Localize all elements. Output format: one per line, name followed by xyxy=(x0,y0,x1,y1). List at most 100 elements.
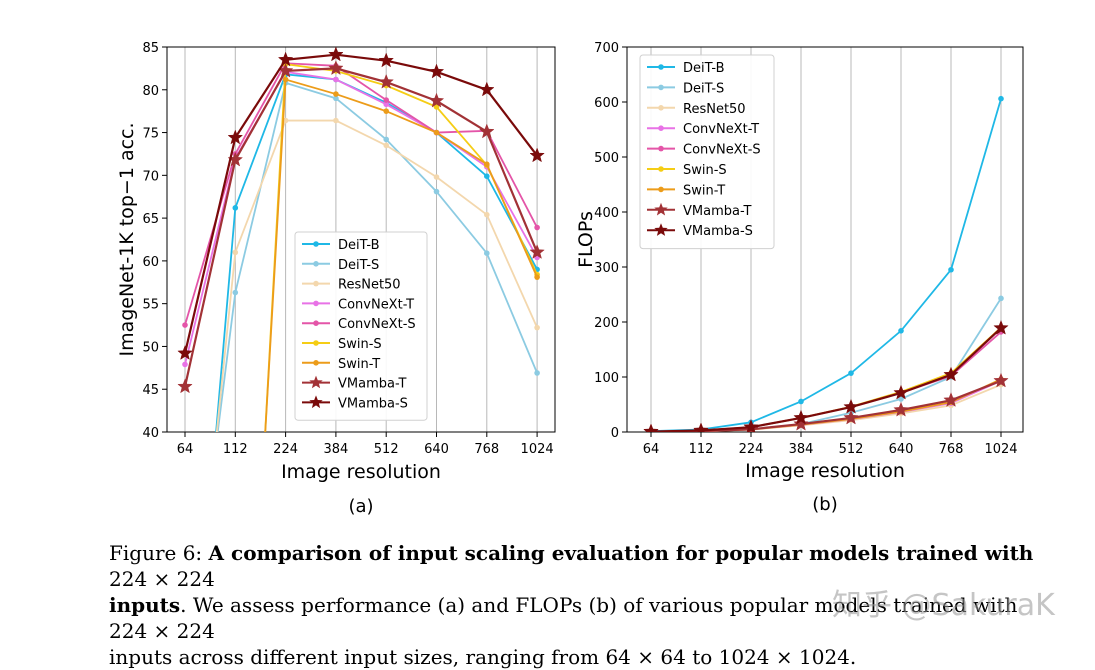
legend-marker-deit-b xyxy=(658,64,664,70)
x-tick-label-64: 64 xyxy=(177,442,194,457)
y-tick-label-50: 50 xyxy=(142,340,159,355)
x-tick-label-512: 512 xyxy=(374,442,399,457)
point-deit-b-384 xyxy=(798,398,804,405)
x-tick-label-112: 112 xyxy=(223,442,248,457)
point-vmamba-t-512 xyxy=(378,73,394,89)
x-tick-label-112: 112 xyxy=(689,442,714,457)
x-tick-label-768: 768 xyxy=(939,442,964,457)
point-deit-s-640 xyxy=(433,188,440,195)
point-vmamba-t-640 xyxy=(428,92,445,108)
y-tick-label-200: 200 xyxy=(594,316,619,331)
point-vmamba-s-224 xyxy=(743,419,759,432)
point-swin-t-640 xyxy=(433,129,440,136)
y-tick-label-500: 500 xyxy=(594,151,619,166)
point-vmamba-t-768 xyxy=(943,392,959,407)
caption-bold-title: A comparison of input scaling evaluation… xyxy=(208,541,1034,565)
legend-label-vmamba-s: VMamba-S xyxy=(683,224,753,239)
point-deit-s-512 xyxy=(383,136,390,143)
point-deit-s-384 xyxy=(333,95,339,102)
y-tick-label-65: 65 xyxy=(142,212,159,227)
figure-charts: 64 112 224 384 512 640 768 10244045505560657075… xyxy=(116,41,1024,517)
legend-marker-vmamba-s xyxy=(654,223,668,236)
series-line-resnet50 xyxy=(650,383,1002,432)
y-tick-label-45: 45 xyxy=(142,383,159,398)
x-tick-label-640: 640 xyxy=(424,442,449,457)
point-swin-s-640 xyxy=(433,104,440,110)
x-tick-label-384: 384 xyxy=(789,442,814,457)
point-vmamba-s-768 xyxy=(943,366,959,382)
y-tick-label-100: 100 xyxy=(594,371,619,386)
y-tick-label-700: 700 xyxy=(594,41,619,56)
x-tick-label-224: 224 xyxy=(273,442,298,457)
point-deit-s-112 xyxy=(232,289,239,296)
series-line-deit-s xyxy=(216,81,538,432)
point-vmamba-s-224 xyxy=(277,51,294,67)
x-tick-label-1024: 1024 xyxy=(984,442,1017,457)
panel-label: (a) xyxy=(348,496,373,517)
point-swin-t-768 xyxy=(484,161,490,168)
point-deit-b-1024 xyxy=(998,95,1004,102)
point-vmamba-t-640 xyxy=(893,401,909,417)
point-vmamba-s-112 xyxy=(693,422,709,432)
point-vmamba-s-768 xyxy=(479,81,495,97)
point-swin-t-1024 xyxy=(534,274,540,280)
caption-size-224: 224 × 224 xyxy=(109,567,215,591)
x-tick-label-384: 384 xyxy=(323,442,348,457)
y-tick-label-400: 400 xyxy=(594,206,619,221)
series-group xyxy=(643,95,1009,432)
series-line-convnext-s xyxy=(650,331,1002,432)
legend-marker-convnext-s xyxy=(313,320,319,327)
point-vmamba-s-640 xyxy=(428,63,445,79)
legend-label-vmamba-t: VMamba-T xyxy=(683,204,751,219)
point-vmamba-s-1024 xyxy=(529,147,545,163)
point-vmamba-t-384 xyxy=(328,60,344,76)
legend-label-swin-s: Swin-S xyxy=(338,337,382,352)
point-convnext-t-384 xyxy=(333,76,339,83)
legend-label-swin-t: Swin-T xyxy=(338,357,380,372)
x-axis-label: Image resolution xyxy=(745,460,905,482)
point-vmamba-s-640 xyxy=(893,384,909,400)
legend-marker-swin-t xyxy=(658,186,664,193)
caption-line2: . We assess performance (a) and FLOPs (b… xyxy=(180,593,1018,617)
legend-label-vmamba-t: VMamba-T xyxy=(338,377,406,392)
legend-box xyxy=(639,54,775,250)
point-deit-b-640 xyxy=(898,328,904,334)
point-deit-b-112 xyxy=(232,205,239,211)
point-vmamba-s-112 xyxy=(227,129,244,145)
point-swin-t-224 xyxy=(282,76,289,83)
legend-label-convnext-s: ConvNeXt-S xyxy=(683,143,761,158)
y-axis-label: ImageNet-1K top−1 acc. xyxy=(116,122,138,356)
x-tick-label-64: 64 xyxy=(643,442,660,457)
legend-box xyxy=(294,231,428,421)
series-line-vmamba-s xyxy=(650,327,1002,432)
x-tick-label-768: 768 xyxy=(474,442,499,457)
series-line-vmamba-s xyxy=(183,53,538,354)
point-vmamba-s-512 xyxy=(378,52,394,68)
point-convnext-t-64 xyxy=(182,361,188,368)
point-deit-s-1024 xyxy=(998,295,1004,302)
point-vmamba-s-512 xyxy=(843,398,859,414)
point-deit-s-640 xyxy=(898,396,904,402)
point-vmamba-t-768 xyxy=(479,123,495,139)
series-line-vmamba-t xyxy=(183,67,539,387)
point-vmamba-t-1024 xyxy=(529,244,545,259)
legend-marker-resnet50 xyxy=(313,280,319,287)
caption-to: to xyxy=(692,645,713,669)
axes-frame xyxy=(626,46,1024,433)
y-tick-label-55: 55 xyxy=(142,298,159,313)
legend-marker-resnet50 xyxy=(658,105,664,111)
legend-label-convnext-s: ConvNeXt-S xyxy=(338,317,416,332)
legend-label-resnet50: ResNet50 xyxy=(338,278,401,293)
y-tick-label-0: 0 xyxy=(611,426,619,441)
y-axis-label: FLOPs xyxy=(575,211,597,268)
legend-marker-vmamba-s xyxy=(309,395,323,409)
point-resnet50-384 xyxy=(333,117,339,124)
legend-label-vmamba-s: VMamba-S xyxy=(338,396,408,411)
x-tick-label-640: 640 xyxy=(889,442,914,457)
caption-bold-inputs: inputs xyxy=(109,593,181,617)
series-line-convnext-s xyxy=(184,62,538,326)
caption-size-224-2: 224 × 224 xyxy=(109,619,215,643)
x-tick-label-1024: 1024 xyxy=(521,442,554,457)
point-deit-b-768 xyxy=(948,266,954,273)
series-group xyxy=(177,47,545,432)
